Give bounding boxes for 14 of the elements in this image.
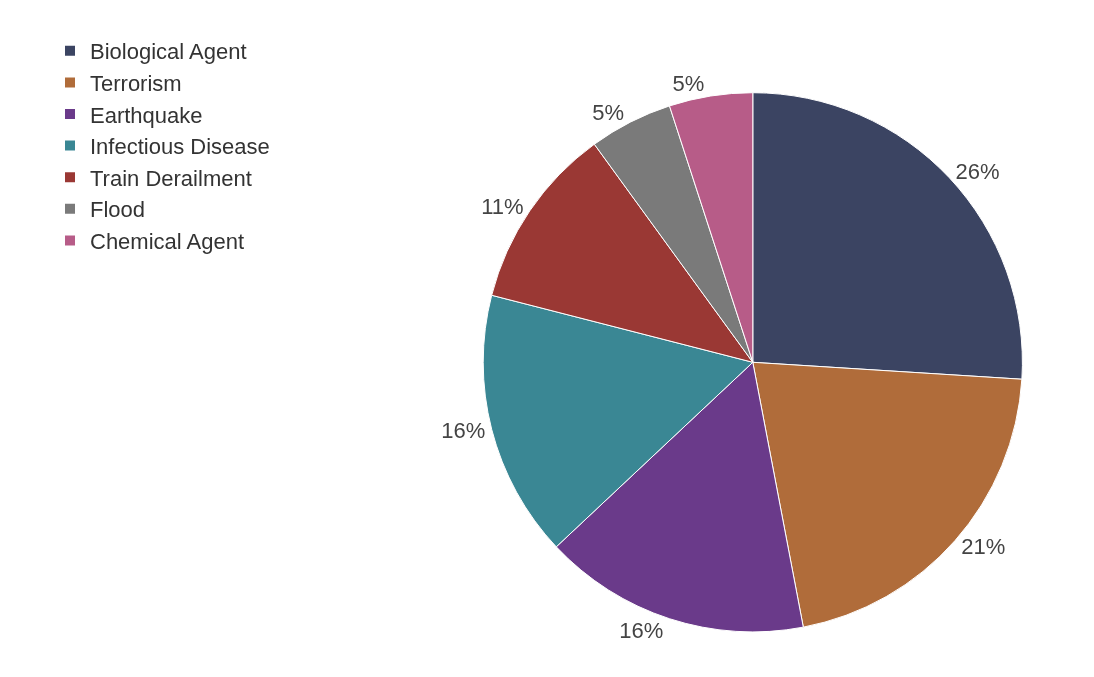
data-label: 5% [592, 99, 625, 125]
legend-label: Terrorism [90, 70, 182, 96]
data-label: 16% [441, 417, 486, 443]
data-label: 21% [961, 533, 1006, 559]
legend-label: Biological Agent [90, 39, 247, 65]
legend-label: Train Derailment [90, 165, 252, 191]
legend-label: Flood [90, 197, 146, 223]
data-label: 5% [672, 71, 705, 97]
data-label: 26% [955, 159, 1000, 185]
legend-label: Chemical Agent [90, 228, 245, 254]
data-label: 11% [481, 194, 524, 220]
data-label: 16% [619, 617, 664, 643]
legend-label: Earthquake [90, 102, 203, 128]
legend-label: Infectious Disease [90, 134, 270, 160]
